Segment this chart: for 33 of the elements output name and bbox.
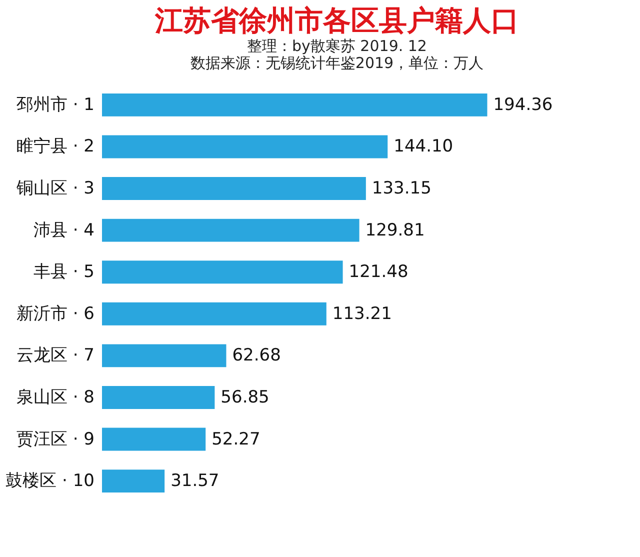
data-label: 113.21	[332, 304, 392, 324]
bar	[102, 218, 360, 242]
data-label: 144.10	[394, 136, 454, 157]
y-tick-label: 新沂市 · 6	[16, 304, 94, 324]
bar	[102, 302, 326, 326]
y-tick-label: 泉山区 · 8	[16, 387, 94, 408]
data-label: 121.48	[348, 262, 408, 282]
data-label: 56.85	[220, 387, 270, 408]
chart-title: 江苏省徐州市各区县户籍人口	[154, 4, 519, 37]
data-label: 129.81	[365, 220, 425, 240]
source-note: 数据来源：无锡统计年鉴2019，单位：万人	[190, 54, 484, 72]
bar	[102, 428, 206, 451]
data-label: 52.27	[212, 429, 260, 450]
bar	[102, 93, 488, 116]
y-tick-label: 贾汪区 · 9	[16, 429, 94, 450]
bar	[102, 344, 226, 368]
bar	[102, 470, 165, 493]
y-tick-label: 云龙区 · 7	[16, 346, 94, 366]
y-tick-label: 鼓楼区 · 10	[6, 471, 94, 492]
y-tick-label: 睢宁县 · 2	[16, 136, 94, 157]
data-label: 31.57	[170, 471, 220, 492]
y-tick-label: 邳州市 · 1	[16, 94, 94, 115]
bar	[102, 177, 366, 200]
y-tick-label: 丰县 · 5	[33, 262, 94, 282]
chart-subtitle: 整理：by散寒苏 2019. 12	[247, 37, 427, 55]
bar	[102, 135, 388, 158]
data-label: 194.36	[493, 94, 553, 115]
y-tick-label: 铜山区 · 3	[15, 178, 94, 199]
bar	[102, 386, 215, 409]
bar	[102, 260, 343, 284]
y-tick-label: 沛县 · 4	[33, 220, 94, 240]
data-label: 62.68	[232, 346, 281, 366]
data-label: 133.15	[372, 178, 432, 199]
